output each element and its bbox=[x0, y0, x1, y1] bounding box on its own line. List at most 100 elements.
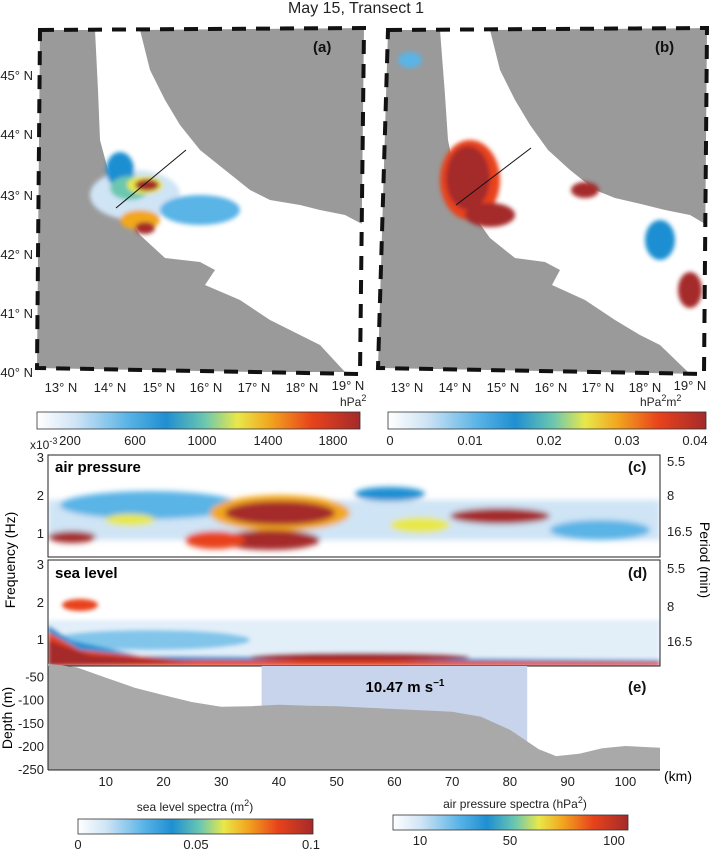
lon-label: 15° N bbox=[487, 380, 520, 395]
panel-e: 10.47 m s−1 (e) bbox=[47, 663, 660, 771]
air-pressure-colorbar-label: air pressure spectra (hPa2) bbox=[443, 795, 587, 811]
sea-level-colorbar bbox=[77, 818, 314, 835]
distance-tick: 100 bbox=[615, 774, 637, 789]
lon-label: 18° N bbox=[286, 380, 319, 395]
seafloor-profile bbox=[48, 663, 660, 770]
period-tick: 16.5 bbox=[667, 634, 692, 649]
depth-tick: -200 bbox=[18, 739, 44, 754]
panel-c: air pressure (c) bbox=[47, 454, 661, 558]
map-a-label: (a) bbox=[313, 39, 331, 56]
lon-label: 13° N bbox=[391, 380, 424, 395]
distance-tick: 40 bbox=[272, 774, 286, 789]
distance-unit: (km) bbox=[664, 768, 692, 784]
colorbar-tick: 1000 bbox=[188, 433, 217, 448]
colorbar-tick: 10 bbox=[413, 833, 427, 848]
land-italy bbox=[37, 30, 345, 372]
lon-label: 13° N bbox=[45, 380, 78, 395]
lon-label: 14° N bbox=[439, 380, 472, 395]
longitude-labels-a: 13° N 14° N 15° N 16° N 17° N 18° N 19° … bbox=[45, 378, 365, 395]
map-b-label: (b) bbox=[655, 39, 674, 56]
land-balkans bbox=[140, 28, 364, 225]
longitude-labels-b: 13° N 14° N 15° N 16° N 17° N 18° N 19° … bbox=[391, 378, 707, 395]
colorbar-tick: 0.02 bbox=[536, 433, 561, 448]
freq-tick: 3 bbox=[37, 450, 44, 465]
lon-label: 14° N bbox=[94, 380, 127, 395]
lon-label: 17° N bbox=[238, 380, 271, 395]
map-a-unit: hPa2 bbox=[340, 393, 366, 409]
period-tick: 5.5 bbox=[667, 454, 685, 469]
lon-label: 16° N bbox=[190, 380, 223, 395]
lon-label: 19° N bbox=[674, 378, 707, 393]
land-italy-b bbox=[378, 30, 690, 374]
period-tick: 5.5 bbox=[667, 561, 685, 576]
panel-c-title: air pressure bbox=[55, 459, 141, 476]
speed-label: 10.47 m s−1 bbox=[366, 678, 445, 696]
distance-tick: 20 bbox=[156, 774, 170, 789]
panel-e-label: (e) bbox=[628, 679, 646, 696]
map-b-unit: hPa2m2 bbox=[640, 393, 681, 409]
freq-tick: 1 bbox=[37, 526, 44, 541]
colorbar-tick: 1400 bbox=[254, 433, 283, 448]
exponent-label: x10-3 bbox=[30, 436, 57, 452]
period-tick: 8 bbox=[667, 599, 674, 614]
panel-d-label: (d) bbox=[628, 565, 647, 582]
depth-tick: -50 bbox=[25, 670, 44, 685]
map-b-colorbar bbox=[387, 411, 707, 430]
distance-tick: 30 bbox=[214, 774, 228, 789]
panel-d-title: sea level bbox=[55, 565, 118, 582]
freq-tick: 1 bbox=[37, 632, 44, 647]
lat-label: 44° N bbox=[0, 127, 33, 142]
distance-tick: 80 bbox=[503, 774, 517, 789]
lat-label: 42° N bbox=[0, 247, 33, 262]
lat-label: 40° N bbox=[0, 365, 33, 380]
colorbar-tick: 0.01 bbox=[457, 433, 482, 448]
land-balkans-b bbox=[490, 28, 707, 225]
freq-tick: 2 bbox=[37, 488, 44, 503]
map-a-colorbar bbox=[36, 411, 361, 430]
lon-label: 19° N bbox=[332, 378, 365, 393]
distance-tick: 90 bbox=[560, 774, 574, 789]
air-pressure-colorbar bbox=[392, 814, 629, 831]
panel-d: sea level (d) bbox=[47, 559, 661, 667]
depth-tick: -250 bbox=[18, 762, 44, 777]
period-axis-label: Period (min) bbox=[697, 522, 712, 598]
colorbar-tick: 0.1 bbox=[302, 837, 320, 850]
lat-label: 45° N bbox=[0, 68, 33, 83]
depth-tick: -100 bbox=[18, 693, 44, 708]
colorbar-tick: 200 bbox=[59, 433, 81, 448]
colorbar-tick: 0.05 bbox=[183, 837, 208, 850]
distance-tick: 60 bbox=[387, 774, 401, 789]
lon-label: 16° N bbox=[535, 380, 568, 395]
depth-tick: -150 bbox=[18, 716, 44, 731]
period-tick: 8 bbox=[667, 488, 674, 503]
depth-axis-label: Depth (m) bbox=[0, 687, 15, 749]
colorbar-tick: 0 bbox=[74, 837, 81, 850]
colorbar-tick: 600 bbox=[124, 433, 146, 448]
colorbar-tick: 0 bbox=[386, 433, 393, 448]
lat-label: 41° N bbox=[0, 306, 33, 321]
colorbar-tick: 0.03 bbox=[614, 433, 639, 448]
panel-c-label: (c) bbox=[628, 459, 646, 476]
distance-tick: 10 bbox=[99, 774, 113, 789]
freq-tick: 3 bbox=[37, 557, 44, 572]
distance-tick: 70 bbox=[445, 774, 459, 789]
colorbar-tick: 1800 bbox=[319, 433, 348, 448]
sea-level-colorbar-label: sea level spectra (m2) bbox=[137, 798, 253, 814]
depth-ticks: -50 -100 -150 -200 -250 bbox=[18, 670, 44, 777]
distance-tick: 50 bbox=[329, 774, 343, 789]
latitude-labels: 45° N 44° N 43° N 42° N 41° N 40° N bbox=[0, 68, 33, 380]
freq-tick: 2 bbox=[37, 595, 44, 610]
frequency-axis-label: Frequency (Hz) bbox=[2, 512, 18, 608]
figure-title: May 15, Transect 1 bbox=[288, 0, 424, 17]
colorbar-tick: 100 bbox=[603, 833, 625, 848]
lon-label: 15° N bbox=[143, 380, 176, 395]
lon-label: 17° N bbox=[582, 380, 615, 395]
distance-ticks: 10 20 30 40 50 60 70 80 90 100 bbox=[99, 774, 637, 789]
period-tick: 16.5 bbox=[667, 524, 692, 539]
lat-label: 43° N bbox=[0, 188, 33, 203]
lon-label: 18° N bbox=[629, 380, 662, 395]
colorbar-tick: 50 bbox=[503, 833, 517, 848]
map-panel-b: (b) bbox=[375, 25, 710, 377]
colorbar-tick: 0.04 bbox=[682, 433, 707, 448]
